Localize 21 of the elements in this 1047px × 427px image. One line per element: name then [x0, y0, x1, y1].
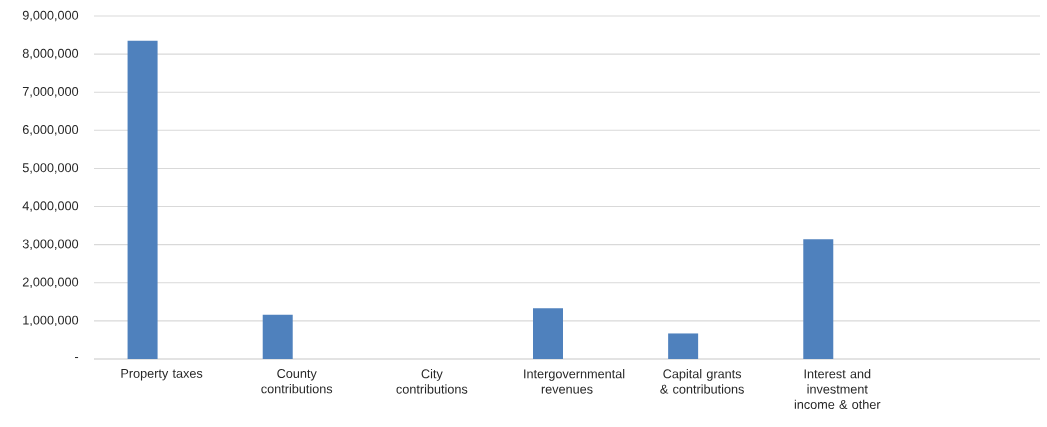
y-tick-label: 5,000,000 [22, 163, 79, 174]
bar [803, 239, 834, 359]
y-tick-label: 1,000,000 [23, 315, 79, 327]
bar [668, 333, 699, 359]
x-tick-label: City contributions [396, 369, 468, 394]
x-tick-label: Property taxes [121, 369, 203, 381]
x-tick-label: Intergovernmental revenues [524, 369, 625, 394]
x-tick-label: Capital grants & contributions [660, 369, 744, 394]
y-tick-label: 7,000,000 [22, 86, 79, 98]
y-tick-label: 4,000,000 [22, 201, 79, 212]
bar [127, 40, 158, 359]
bar [533, 308, 563, 359]
y-tick-label: 3,000,000 [22, 239, 79, 250]
y-tick-label: 6,000,000 [22, 125, 79, 136]
bar [262, 314, 293, 359]
y-tick-label: 2,000,000 [22, 277, 79, 289]
x-tick-label: County contributions [261, 369, 333, 394]
x-tick-label: Interest and investment income & other [794, 369, 881, 409]
y-tick-label: 9,000,000 [22, 10, 79, 22]
y-tick-label: - [74, 357, 79, 359]
y-tick-label: 8,000,000 [22, 48, 79, 60]
